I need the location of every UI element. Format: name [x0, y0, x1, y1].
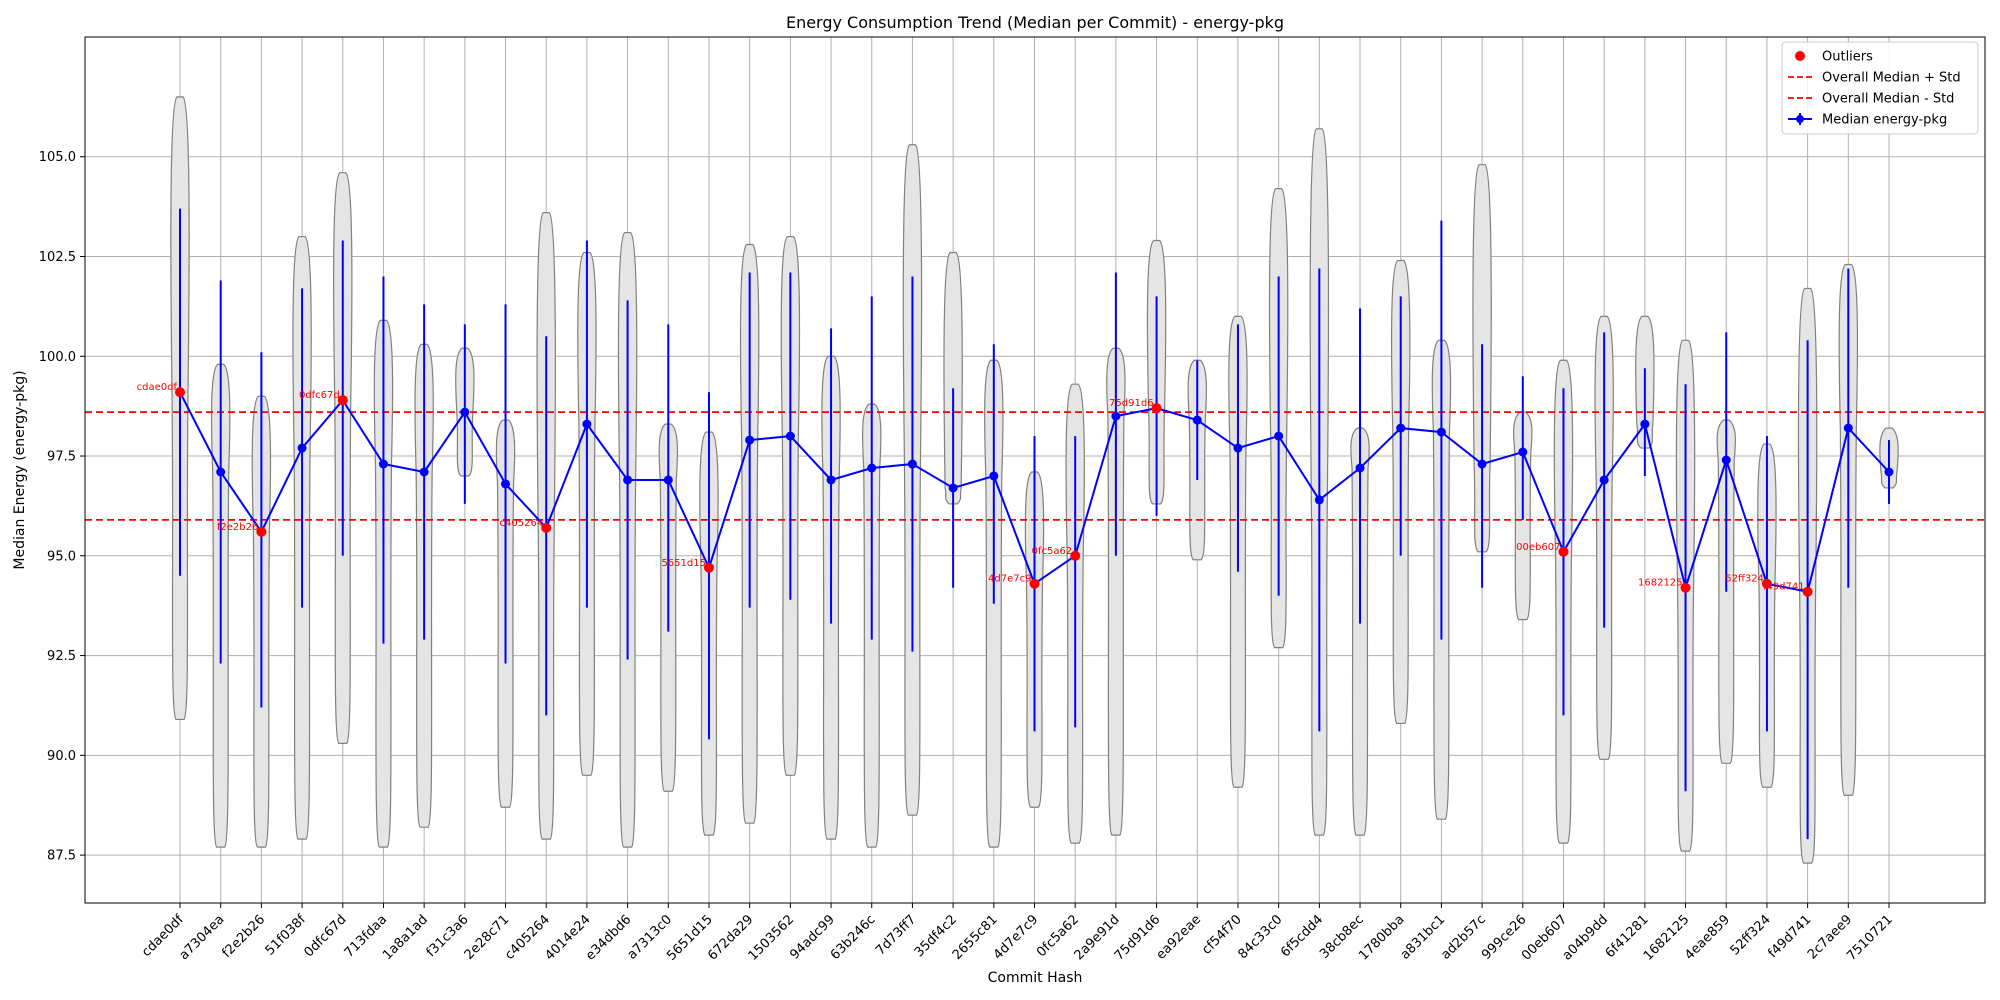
chart-title: Energy Consumption Trend (Median per Com… — [786, 13, 1284, 32]
legend-label: Outliers — [1822, 50, 1873, 65]
median-point — [297, 443, 307, 453]
outlier-label: 4d7e7c9 — [988, 574, 1031, 585]
violin — [1716, 419, 1736, 764]
median-point — [1843, 423, 1853, 433]
median-point — [1721, 455, 1731, 465]
outlier-label: cdae0df — [137, 382, 178, 393]
outlier-point — [1070, 550, 1081, 561]
outlier-label: 1682125 — [1638, 578, 1683, 589]
legend: Outliers Overall Median + Std Overall Medi… — [1781, 41, 1979, 135]
y-tick-label: 95.0 — [47, 549, 76, 564]
outlier-label: 00eb607 — [1516, 542, 1560, 553]
median-point — [501, 479, 511, 489]
outliers: cdae0df f2e2b26 0dfc67d c405264 5651d15 4d7e7… — [137, 382, 1813, 597]
outlier-point — [337, 395, 348, 406]
median-point — [907, 459, 917, 469]
median-point — [1640, 419, 1650, 429]
legend-label: Median energy-pkg — [1822, 113, 1947, 128]
outlier-point — [256, 526, 267, 537]
median-point — [1274, 431, 1284, 441]
median-point — [1477, 459, 1487, 469]
median-point — [663, 475, 673, 485]
legend-point-marker — [1796, 115, 1804, 123]
legend-box — [1781, 41, 1979, 135]
outlier-label: 52ff324 — [1725, 574, 1764, 585]
median-point — [785, 431, 795, 441]
outlier-point — [1558, 546, 1569, 557]
y-tick-label: 90.0 — [47, 749, 76, 764]
violin — [1350, 427, 1370, 836]
median-point — [460, 407, 470, 417]
median-point — [419, 467, 429, 477]
outlier-label: 0dfc67d — [299, 390, 340, 401]
outlier-label: 0fc5a62 — [1032, 546, 1073, 557]
median-point — [948, 483, 958, 493]
median-point — [1314, 495, 1324, 505]
outlier-label: f2e2b26 — [217, 522, 258, 533]
median-point — [989, 471, 999, 481]
outlier-point — [1680, 582, 1691, 593]
outlier-label: 5651d15 — [661, 558, 706, 569]
violin — [1106, 347, 1126, 836]
legend-label: Overall Median + Std — [1822, 71, 1961, 86]
median-point — [1518, 447, 1528, 457]
median-point — [745, 435, 755, 445]
median-point — [1599, 475, 1609, 485]
outlier-label: 75d91d6 — [1109, 398, 1154, 409]
outlier-point — [1151, 403, 1162, 414]
y-tick-label: 97.5 — [47, 450, 76, 465]
y-tick-label: 102.5 — [39, 250, 76, 265]
y-axis-title: Median Energy (energy-pkg) — [12, 370, 28, 569]
violin — [943, 251, 963, 505]
legend-label: Overall Median - Std — [1822, 92, 1954, 107]
median-point — [582, 419, 592, 429]
outlier-point — [541, 522, 552, 533]
outlier-point — [1029, 578, 1040, 589]
median-point — [1436, 427, 1446, 437]
y-tick-label: 87.5 — [47, 849, 76, 864]
x-axis-title: Commit Hash — [988, 970, 1083, 986]
legend-outlier-marker — [1795, 51, 1805, 61]
y-tick-label: 100.0 — [39, 350, 76, 365]
outlier-label: c405264 — [500, 518, 544, 529]
outlier-label: f49d741 — [1763, 582, 1805, 593]
outlier-point — [703, 562, 714, 573]
median-point — [867, 463, 877, 473]
median-point — [1192, 415, 1202, 425]
median-point — [216, 467, 226, 477]
median-point — [1233, 443, 1243, 453]
outlier-point — [1761, 578, 1772, 589]
median-point — [378, 459, 388, 469]
y-axis-ticks: 87.5 90.0 92.5 95.0 97.5 100.0 102.5 105.0 — [39, 150, 85, 864]
median-point — [1111, 411, 1121, 421]
outlier-point — [1802, 586, 1813, 597]
median-point — [826, 475, 836, 485]
median-point — [1884, 467, 1894, 477]
median-point — [1355, 463, 1365, 473]
median-point — [1396, 423, 1406, 433]
y-tick-label: 105.0 — [39, 150, 76, 165]
outlier-point — [175, 387, 185, 398]
median-point — [623, 475, 633, 485]
y-tick-label: 92.5 — [47, 649, 76, 664]
